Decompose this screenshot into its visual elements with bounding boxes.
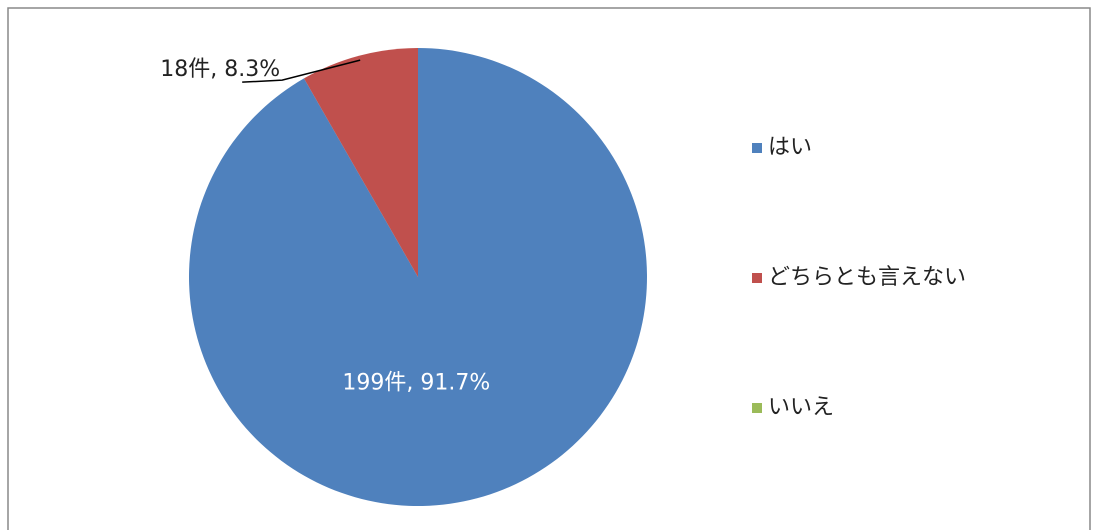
- data-label: 18件, 8.3%: [160, 57, 280, 82]
- legend-label: どちらとも言えない: [768, 265, 966, 290]
- leader-line: [242, 59, 361, 83]
- data-label: 199件, 91.7%: [342, 370, 490, 395]
- legend-swatch: [752, 403, 762, 413]
- legend-label: いいえ: [768, 395, 834, 420]
- pie-slice: [303, 48, 418, 277]
- legend-swatch: [752, 143, 762, 153]
- legend-label: はい: [768, 135, 812, 160]
- legend-swatch: [752, 273, 762, 283]
